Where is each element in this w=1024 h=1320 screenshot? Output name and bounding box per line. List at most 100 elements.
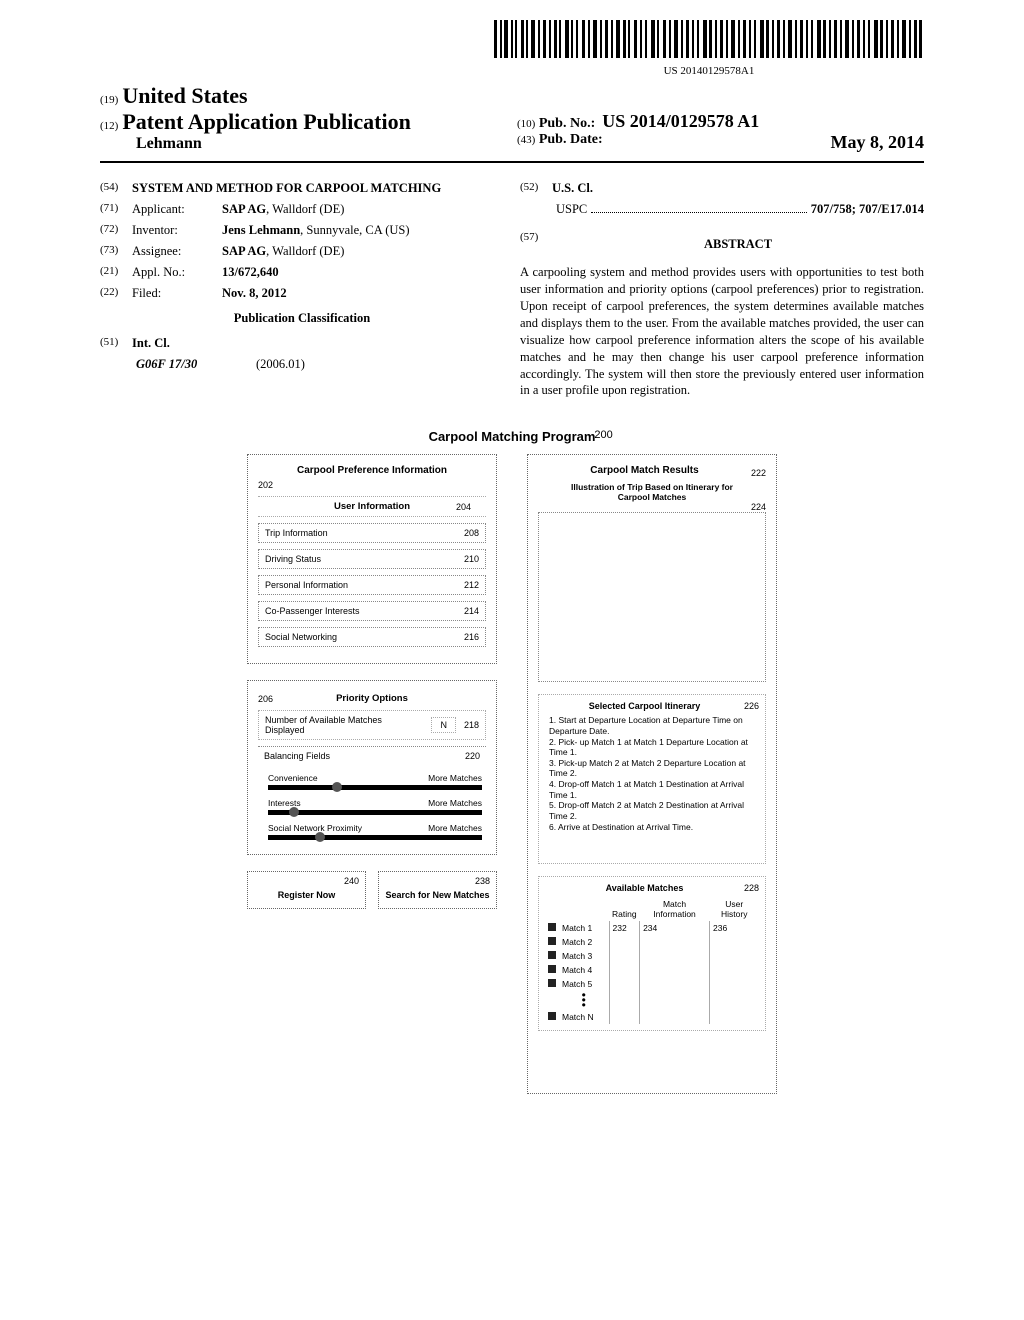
match-label: Match 3 [559,949,609,963]
match-row[interactable]: Match 4 [545,963,759,977]
avail-ref: 228 [744,883,759,893]
match-row[interactable]: Match 5 [545,977,759,991]
slider-right-label: More Matches [428,823,482,833]
panel2-ref: 206 [258,694,288,704]
match-checkbox[interactable] [548,965,556,973]
num-avail-label: Number of Available Matches Displayed [265,715,423,735]
biblio-section: (54) SYSTEM AND METHOD FOR CARPOOL MATCH… [100,175,924,399]
balancing-label: Balancing Fields [264,751,330,761]
figure-left-col: Carpool Preference Information 202 User … [247,454,497,1110]
slider-knob[interactable] [289,807,299,817]
user-info-row[interactable]: Co-Passenger Interests214 [258,601,486,621]
user-info-row-ref: 210 [464,554,479,564]
pub-no-label: Pub. No.: [539,116,595,131]
user-info-row-label: Driving Status [265,554,321,564]
panel1-title: Carpool Preference Information [258,465,486,476]
num-52: (52) [520,181,552,196]
avail-title: Available Matches [545,883,744,893]
classification-header: Publication Classification [100,311,504,326]
balancing-slider[interactable]: ConvenienceMore Matches [268,773,482,790]
slider-left-label: Convenience [268,773,318,783]
figure-title: Carpool Matching Program [429,429,596,444]
inventor-label: Inventor: [132,223,222,238]
slider-left-label: Social Network Proximity [268,823,362,833]
match-checkbox[interactable] [548,1012,556,1020]
match-checkbox[interactable] [548,951,556,959]
search-label: Search for New Matches [385,890,490,900]
doc-type-title: Patent Application Publication [122,109,410,134]
inventor-value: Jens Lehmann [222,223,300,237]
match-checkbox[interactable] [548,923,556,931]
search-ref: 238 [475,876,490,886]
user-info-row[interactable]: Social Networking216 [258,627,486,647]
itin-ref: 226 [744,701,759,711]
applicant-label: Applicant: [132,202,222,217]
col-matchinfo: Match Information [640,897,710,921]
num-73: (73) [100,244,132,259]
figure-area: Carpool Matching Program 200 Carpool Pre… [100,429,924,1110]
num-avail-ref: 218 [464,720,479,730]
num-available-row: Number of Available Matches Displayed N … [258,710,486,740]
num-22: (22) [100,286,132,301]
illustration-box [538,512,766,682]
match-checkbox[interactable] [548,979,556,987]
panel2-title: Priority Options [288,693,456,704]
panel1-ref: 202 [258,480,486,490]
applicant-value: SAP AG [222,202,266,216]
user-info-row[interactable]: Trip Information208 [258,523,486,543]
match-label: Match N [559,1010,609,1024]
illus-ref: 224 [538,502,766,512]
user-info-row-ref: 216 [464,632,479,642]
balancing-slider[interactable]: InterestsMore Matches [268,798,482,815]
match-row[interactable]: Match 2 [545,935,759,949]
num-72: (72) [100,223,132,238]
register-button[interactable]: 240 Register Now [247,871,366,909]
user-info-row-ref: 212 [464,580,479,590]
ref-matchinfo: 234 [640,921,710,935]
search-button[interactable]: 238 Search for New Matches [378,871,497,909]
divider-thick [100,161,924,163]
user-info-row[interactable]: Driving Status 210 [258,549,486,569]
match-row[interactable]: Match N [545,1010,759,1024]
pub-date-value: May 8, 2014 [831,132,925,153]
itin-title: Selected Carpool Itinerary [545,701,744,711]
pub-date-label: Pub. Date: [539,132,603,147]
match-label: Match 4 [559,963,609,977]
match-checkbox[interactable] [548,937,556,945]
prefix-43: (43) [517,134,535,146]
slider-track[interactable] [268,785,482,790]
num-51: (51) [100,336,132,351]
slider-knob[interactable] [332,782,342,792]
match-row[interactable]: Match 1232234236 [545,921,759,935]
intcl-label: Int. Cl. [132,336,504,351]
user-info-row-ref: 208 [464,528,479,538]
biblio-left-col: (54) SYSTEM AND METHOD FOR CARPOOL MATCH… [100,175,504,399]
balancing-slider[interactable]: Social Network Proximity More Matches [268,823,482,840]
appl-label: Appl. No.: [132,265,222,280]
ref-rating: 232 [609,921,640,935]
invention-title: SYSTEM AND METHOD FOR CARPOOL MATCHING [132,181,504,196]
barcode-svg [494,20,924,58]
slider-knob[interactable] [315,832,325,842]
pub-no-value: US 2014/0129578 A1 [602,111,759,131]
prefix-12: (12) [100,120,118,132]
match-results-title: Carpool Match Results [538,465,751,476]
match-label: Match 2 [559,935,609,949]
slider-track[interactable] [268,810,482,815]
panel-priority-options: 206 Priority Options Number of Available… [247,680,497,855]
num-avail-value[interactable]: N [431,717,456,733]
match-results-ref: 222 [751,468,766,478]
barcode: US 20140129578A1 [494,20,924,77]
author-surname: Lehmann [136,135,507,153]
itinerary-panel: Selected Carpool Itinerary 226 1. Start … [538,694,766,864]
match-row[interactable]: Match 3 [545,949,759,963]
match-row-ellipsis: ••• [545,991,759,1010]
figure-ref-200: 200 [594,429,612,441]
slider-track[interactable] [268,835,482,840]
biblio-right-col: (52) U.S. Cl. USPC 707/758; 707/E17.014 … [520,175,924,399]
user-info-row[interactable]: Personal Information212 [258,575,486,595]
prefix-10: (10) [517,118,535,130]
register-ref: 240 [344,876,359,886]
intcl-year: (2006.01) [256,357,305,372]
user-info-header: User Information [288,501,456,512]
